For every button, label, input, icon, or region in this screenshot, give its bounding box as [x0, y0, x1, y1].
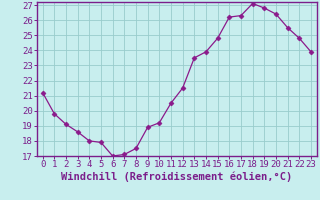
X-axis label: Windchill (Refroidissement éolien,°C): Windchill (Refroidissement éolien,°C) — [61, 172, 292, 182]
